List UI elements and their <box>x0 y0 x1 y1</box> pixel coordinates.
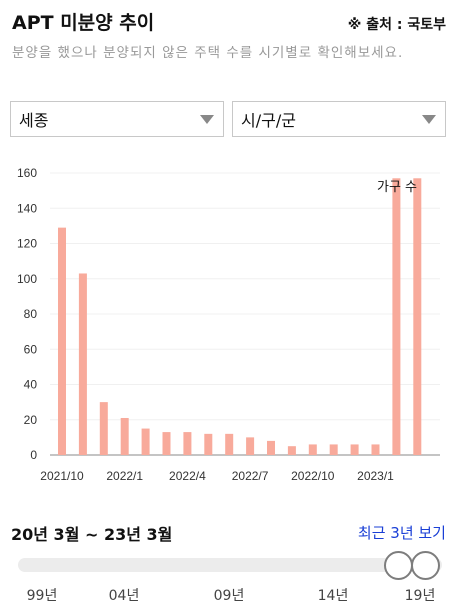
page-title: APT 미분양 추이 <box>12 12 155 34</box>
x-tick-label: 2021/10 <box>40 469 84 483</box>
subregion-select-value: 시/구/군 <box>241 111 296 130</box>
bar <box>162 432 171 455</box>
dropdown-arrow-icon <box>422 114 436 124</box>
x-tick-label: 2022/4 <box>169 469 206 483</box>
x-tick-label: 2022/10 <box>291 469 335 483</box>
bar <box>308 444 317 455</box>
dropdown-arrow-icon <box>200 114 214 124</box>
x-tick-label: 2022/7 <box>232 469 269 483</box>
y-tick-label: 140 <box>17 201 37 215</box>
bar <box>204 433 213 455</box>
bar <box>58 227 66 455</box>
bar <box>371 444 380 455</box>
bar <box>287 446 296 455</box>
bar <box>392 178 401 455</box>
slider-tick-label: 99년 <box>26 588 58 604</box>
region-select[interactable]: 세종 <box>10 101 224 137</box>
y-tick-label: 20 <box>24 413 38 427</box>
bar <box>78 273 87 455</box>
y-tick-label: 40 <box>24 378 38 392</box>
slider-tick-label: 19년 <box>404 588 436 604</box>
slider-tick-label: 04년 <box>108 588 140 604</box>
recent-3-years-link[interactable]: 최근 3년 보기 <box>357 524 446 542</box>
region-select-value: 세종 <box>19 111 49 130</box>
y-tick-label: 160 <box>17 166 37 180</box>
bar <box>329 444 338 455</box>
slider-tick-label: 09년 <box>213 588 245 604</box>
slider-start-handle[interactable] <box>384 551 413 580</box>
y-tick-label: 80 <box>24 307 38 321</box>
page-subtitle: 분양을 했으나 분양되지 않은 주택 수를 시기별로 확인해보세요. <box>12 45 404 61</box>
period-slider-track[interactable] <box>18 558 442 572</box>
subregion-select[interactable]: 시/구/군 <box>232 101 446 137</box>
y-tick-label: 120 <box>17 237 37 251</box>
bar <box>120 417 129 455</box>
y-tick-label: 60 <box>24 342 38 356</box>
source-note: ※ 출처 : 국토부 <box>347 17 446 33</box>
x-tick-label: 2023/1 <box>357 469 394 483</box>
legend-label: 가구 수 <box>377 180 417 195</box>
bar <box>350 444 359 455</box>
bar <box>141 428 150 455</box>
unsold-apartments-chart: 0 20 40 60 80 100 120 140 160 2021/10 2022/1 2022/4… <box>17 166 440 483</box>
bar <box>225 433 234 455</box>
slider-end-handle[interactable] <box>411 551 440 580</box>
date-range-label: 20년 3월 ~ 23년 3월 <box>11 525 173 544</box>
y-tick-label: 0 <box>30 448 37 462</box>
slider-tick-label: 14년 <box>317 588 349 604</box>
x-tick-label: 2022/1 <box>106 469 143 483</box>
bar <box>183 432 192 455</box>
bar <box>246 437 255 455</box>
bar <box>267 440 275 455</box>
bar <box>99 402 108 455</box>
bar <box>413 178 422 455</box>
y-tick-label: 100 <box>17 272 37 286</box>
